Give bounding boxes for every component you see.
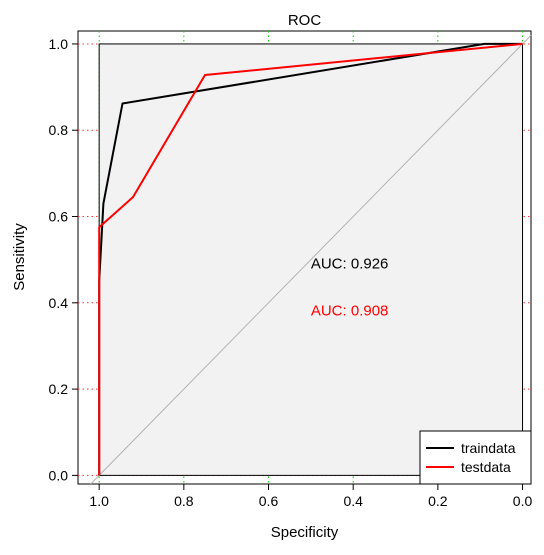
y-tick-label: 0.0 (49, 467, 69, 483)
series-layer (90, 34, 532, 485)
legend-box (419, 430, 532, 485)
y-tick-label: 0.8 (49, 122, 69, 138)
axes-layer: 1.0 0.8 0.6 0.4 0.2 0.0 0.0 0.2 0.4 0.6 0.8 1.0 (49, 36, 533, 509)
roc-curve-testdata (98, 42, 523, 476)
annotation-layer: AUC: 0.926 AUC: 0.908 (311, 255, 389, 319)
legend-label-testdata: testdata (461, 459, 511, 475)
diagonal-reference-line (90, 34, 532, 485)
y-tick-label: 1.0 (49, 36, 69, 52)
x-axis-label: Specificity (271, 524, 339, 541)
y-tick-label: 0.2 (49, 381, 69, 397)
auc-annotation: AUC: 0.926 (311, 255, 389, 272)
x-tick-label: 0.0 (513, 493, 533, 509)
x-tick-label: 0.8 (174, 493, 194, 509)
plot-frame (77, 30, 532, 485)
x-tick-label: 0.2 (428, 493, 448, 509)
y-tick-label: 0.6 (49, 209, 69, 225)
auc-annotation: AUC: 0.908 (311, 303, 389, 320)
y-axis-label: Sensitivity (11, 223, 28, 291)
legend-label-traindata: traindata (461, 440, 516, 456)
x-tick-label: 0.4 (343, 493, 363, 509)
x-tick-label: 0.6 (259, 493, 279, 509)
legend: traindata testdata (419, 430, 532, 485)
x-tick-label: 1.0 (89, 493, 109, 509)
y-tick-label: 0.4 (49, 295, 69, 311)
chart-title: ROC (288, 12, 322, 29)
